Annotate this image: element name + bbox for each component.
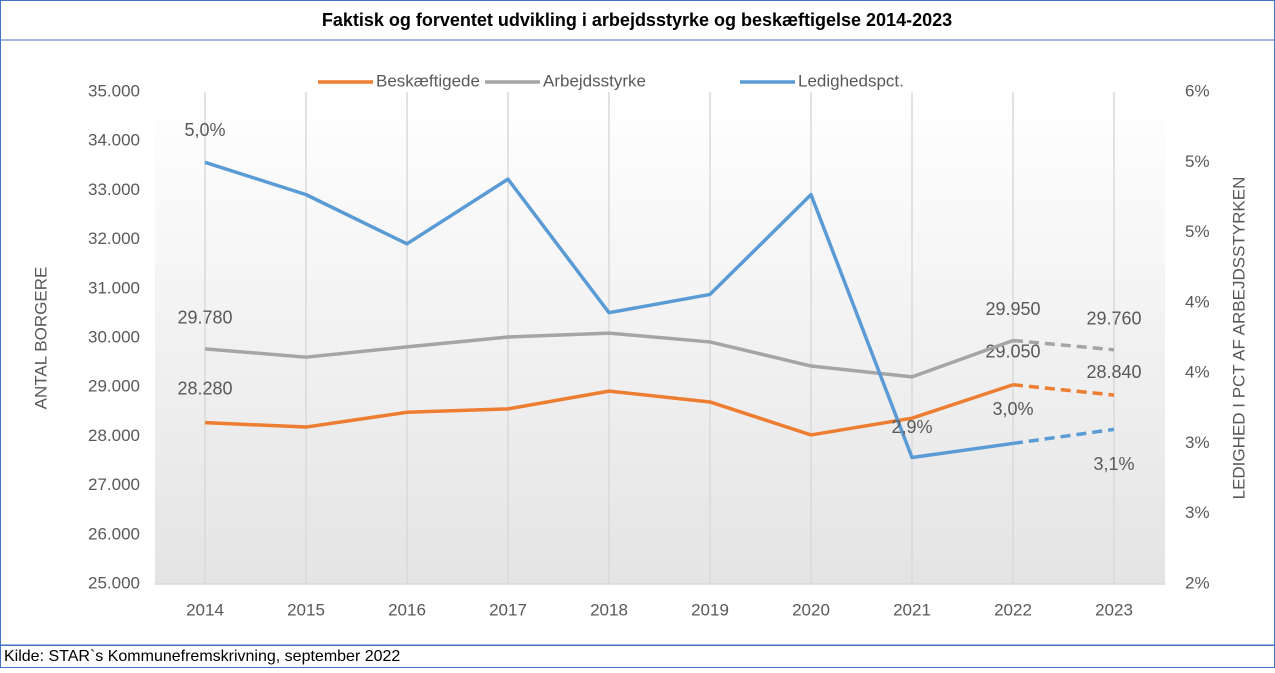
x-tick-label: 2016: [388, 600, 426, 619]
y2-tick-label: 3%: [1185, 503, 1210, 522]
data-label: 5,0%: [184, 120, 225, 140]
y2-tick-label: 5%: [1185, 222, 1210, 241]
y-tick-label: 32.000: [88, 229, 140, 248]
data-label: 29.760: [1086, 309, 1141, 329]
y2-tick-label: 3%: [1185, 433, 1210, 452]
y2-tick-label: 5%: [1185, 152, 1210, 171]
x-tick-label: 2019: [691, 600, 729, 619]
series-line: [204, 383, 1014, 437]
y2-tick-label: 6%: [1185, 81, 1210, 100]
data-label: 3,1%: [1093, 454, 1134, 474]
y2-tick-label: 4%: [1185, 363, 1210, 382]
y-tick-label: 30.000: [88, 327, 140, 346]
data-label: 29.050: [985, 341, 1040, 361]
y-tick-label: 28.000: [88, 426, 140, 445]
y-tick-label: 35.000: [88, 81, 140, 100]
source: Kilde: STAR`s Kommunefremskrivning, sept…: [4, 648, 400, 665]
y-tick-label: 27.000: [88, 475, 140, 494]
x-tick-label: 2022: [994, 600, 1032, 619]
forecast-line: [1012, 338, 1115, 352]
x-tick-label: 2015: [287, 600, 325, 619]
legend-label: Arbejdsstyrke: [543, 71, 646, 90]
legend-label: Ledighedspct.: [798, 71, 904, 90]
y-tick-label: 29.000: [88, 377, 140, 396]
x-tick-label: 2021: [893, 600, 931, 619]
x-tick-label: 2023: [1095, 600, 1133, 619]
x-tick-label: 2014: [186, 600, 224, 619]
forecast-line: [1012, 382, 1115, 397]
data-label: 28.280: [177, 378, 232, 398]
y-tick-label: 33.000: [88, 180, 140, 199]
x-tick-label: 2018: [590, 600, 628, 619]
data-label: 29.950: [985, 299, 1040, 319]
y-tick-label: 25.000: [88, 573, 140, 592]
data-label: 3,0%: [992, 399, 1033, 419]
data-label: 28.840: [1086, 362, 1141, 382]
x-tick-label: 2020: [792, 600, 830, 619]
forecast-line: [1012, 427, 1115, 446]
y-tick-label: 31.000: [88, 278, 140, 297]
y-tick-label: 34.000: [88, 131, 140, 150]
chart-title: Faktisk og forventet udvikling i arbejds…: [322, 10, 952, 30]
legend-label: Beskæftigede: [376, 71, 480, 90]
data-label: 2,9%: [891, 417, 932, 437]
y2-tick-label: 2%: [1185, 573, 1210, 592]
series-line: [204, 160, 1014, 460]
y-axis-title: ANTAL BORGERE: [31, 267, 50, 410]
x-tick-label: 2017: [489, 600, 527, 619]
y-tick-label: 26.000: [88, 524, 140, 543]
y2-axis-title: LEDIGHED I PCT AF ARBEJDSSTYRKEN: [1229, 177, 1248, 500]
data-label: 29.780: [177, 308, 232, 328]
y2-tick-label: 4%: [1185, 292, 1210, 311]
